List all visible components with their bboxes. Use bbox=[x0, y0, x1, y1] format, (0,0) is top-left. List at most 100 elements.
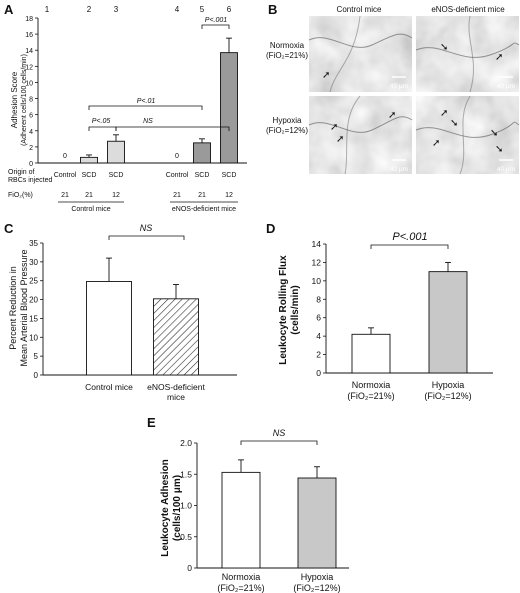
e-ylabel-line2: (cells/100 μm) bbox=[172, 475, 183, 541]
e-y-tick-label: 0 bbox=[187, 563, 192, 573]
c-ylabel-line2: Mean Arterial Blood Pressure bbox=[19, 249, 29, 366]
a-column-numbers: 1 2 3 4 5 6 bbox=[45, 5, 232, 14]
c-category: eNOS-deficient bbox=[147, 382, 205, 392]
a-fio2-cell: 21 bbox=[198, 192, 206, 199]
a-fio2-cell: 21 bbox=[173, 192, 181, 199]
a-axis: 0 2 4 6 8 10 12 14 16 18 bbox=[25, 16, 247, 168]
b-row-label: (FiO₂=21%) bbox=[266, 51, 308, 60]
a-origin-cell: Control bbox=[54, 172, 77, 179]
c-bars bbox=[86, 257, 199, 376]
a-origin-cell: SCD bbox=[222, 172, 237, 179]
a-col-num: 5 bbox=[200, 5, 205, 14]
d-category: Hypoxia bbox=[432, 380, 465, 390]
a-col-num: 6 bbox=[227, 5, 232, 14]
b-scale-bar-label: 40 μm bbox=[390, 166, 408, 173]
b-micrograph-control-hypoxia: ➚ ➚ ➚ 40 μm bbox=[308, 95, 413, 175]
a-origin-cell: SCD bbox=[195, 172, 210, 179]
a-y-tick-label: 10 bbox=[25, 80, 33, 87]
d-bar bbox=[351, 333, 391, 374]
b-arrow-icon: ➚ bbox=[440, 108, 448, 119]
a-fio2-cell: 12 bbox=[225, 192, 233, 199]
a-y-tick-label: 8 bbox=[29, 97, 33, 104]
b-arrow-icon: ➚ bbox=[330, 122, 338, 133]
e-y-tick-label: 1.0 bbox=[180, 501, 192, 511]
b-col-header: Control mice bbox=[337, 5, 382, 14]
b-arrow-icon: ➚ bbox=[322, 70, 330, 81]
a-bracket-p001: P<.001 bbox=[201, 17, 230, 29]
a-y-tick-label: 4 bbox=[29, 129, 33, 136]
c-y-tick-label: 15 bbox=[29, 314, 38, 323]
b-arrow-icon: ➘ bbox=[450, 118, 458, 129]
b-scale-bar-label: 40 μm bbox=[497, 166, 515, 173]
a-zero-label: 0 bbox=[63, 153, 67, 160]
c-bar bbox=[153, 298, 199, 376]
d-y-tick-label: 14 bbox=[312, 239, 322, 249]
a-fio2-cell: 12 bbox=[112, 192, 120, 199]
c-y-tick-label: 35 bbox=[29, 239, 38, 248]
d-y-tick-label: 0 bbox=[316, 368, 321, 378]
e-ylabel: Leukocyte Adhesion (cells/100 μm) bbox=[160, 459, 183, 556]
a-bars bbox=[80, 37, 238, 164]
d-y-tick-label: 6 bbox=[316, 313, 321, 323]
d-category: (FiO₂=12%) bbox=[424, 391, 471, 401]
a-y-tick-label: 18 bbox=[25, 16, 33, 23]
a-y-tick-label: 2 bbox=[29, 145, 33, 152]
c-category: Control mice bbox=[85, 382, 133, 392]
a-bracket-p01: P<.01 bbox=[88, 98, 203, 110]
b-arrow-icon: ➘ bbox=[490, 128, 498, 139]
a-origin-row: Control SCD SCD Control SCD SCD bbox=[54, 172, 237, 179]
d-ylabel-line2: (cells/min) bbox=[290, 285, 301, 334]
d-y-tick-label: 10 bbox=[312, 276, 322, 286]
a-bar bbox=[193, 142, 211, 164]
a-bracket-ns: NS bbox=[115, 118, 230, 131]
a-col-num: 3 bbox=[114, 5, 119, 14]
d-category: Normoxia bbox=[352, 380, 391, 390]
panel-b: B Control mice eNOS-deficient mice Normo… bbox=[266, 2, 520, 175]
a-origin-cell: Control bbox=[166, 172, 189, 179]
a-y-tick-label: 12 bbox=[25, 64, 33, 71]
a-ylabel-line1: Adhesion Score bbox=[10, 71, 19, 128]
d-sig: P<.001 bbox=[392, 231, 427, 243]
panel-a: A 1 2 3 4 5 6 Adhesion Score (Adherent c… bbox=[4, 2, 247, 213]
d-y-tick-label: 12 bbox=[312, 257, 322, 267]
a-y-tick-label: 16 bbox=[25, 32, 33, 39]
a-fio2-label: FiO₂(%) bbox=[8, 192, 33, 199]
a-fio2-cell: 21 bbox=[61, 192, 69, 199]
b-arrow-icon: ➚ bbox=[388, 110, 396, 121]
a-sig-p05: P<.05 bbox=[92, 118, 111, 125]
c-category: mice bbox=[167, 392, 185, 402]
e-category: (FiO₂=21%) bbox=[217, 583, 264, 593]
a-sig-ns: NS bbox=[143, 118, 153, 125]
panel-c: C Percent Reduction in Mean Arterial Blo… bbox=[4, 221, 237, 402]
d-bracket: P<.001 bbox=[370, 231, 449, 249]
a-bracket-p05: P<.05 bbox=[88, 118, 117, 131]
d-bars bbox=[351, 261, 468, 374]
d-bar bbox=[428, 271, 468, 374]
a-origin-cell: SCD bbox=[82, 172, 97, 179]
panel-label-d: D bbox=[266, 221, 275, 236]
b-arrow-icon: ➚ bbox=[495, 52, 503, 63]
d-category: (FiO₂=21%) bbox=[347, 391, 394, 401]
b-row-label: Hypoxia bbox=[273, 116, 302, 125]
a-zero-label: 0 bbox=[175, 153, 179, 160]
a-col-num: 1 bbox=[45, 5, 50, 14]
d-y-tick-label: 8 bbox=[316, 294, 321, 304]
b-row-label: Normoxia bbox=[270, 41, 305, 50]
c-bar bbox=[86, 281, 132, 376]
a-y-tick-label: 6 bbox=[29, 113, 33, 120]
a-origin-label: Origin of bbox=[8, 169, 35, 176]
a-bar bbox=[107, 140, 125, 164]
a-fio2-row: 21 21 12 21 21 12 bbox=[61, 192, 233, 199]
b-scale-bar-label: 40 μm bbox=[390, 83, 408, 90]
c-ylabel: Percent Reduction in Mean Arterial Blood… bbox=[8, 249, 29, 366]
panel-label-b: B bbox=[268, 2, 277, 17]
c-y-tick-label: 0 bbox=[34, 371, 39, 380]
a-col-num: 2 bbox=[87, 5, 92, 14]
b-arrow-icon: ➚ bbox=[336, 134, 344, 145]
e-category: (FiO₂=12%) bbox=[293, 583, 340, 593]
c-y-tick-label: 30 bbox=[29, 258, 38, 267]
e-y-tick-label: 1.5 bbox=[180, 469, 192, 479]
a-y-tick-label: 0 bbox=[29, 161, 33, 168]
panel-e: E Leukocyte Adhesion (cells/100 μm) 0 0.5… bbox=[147, 415, 349, 593]
b-arrow-icon: ➚ bbox=[432, 138, 440, 149]
